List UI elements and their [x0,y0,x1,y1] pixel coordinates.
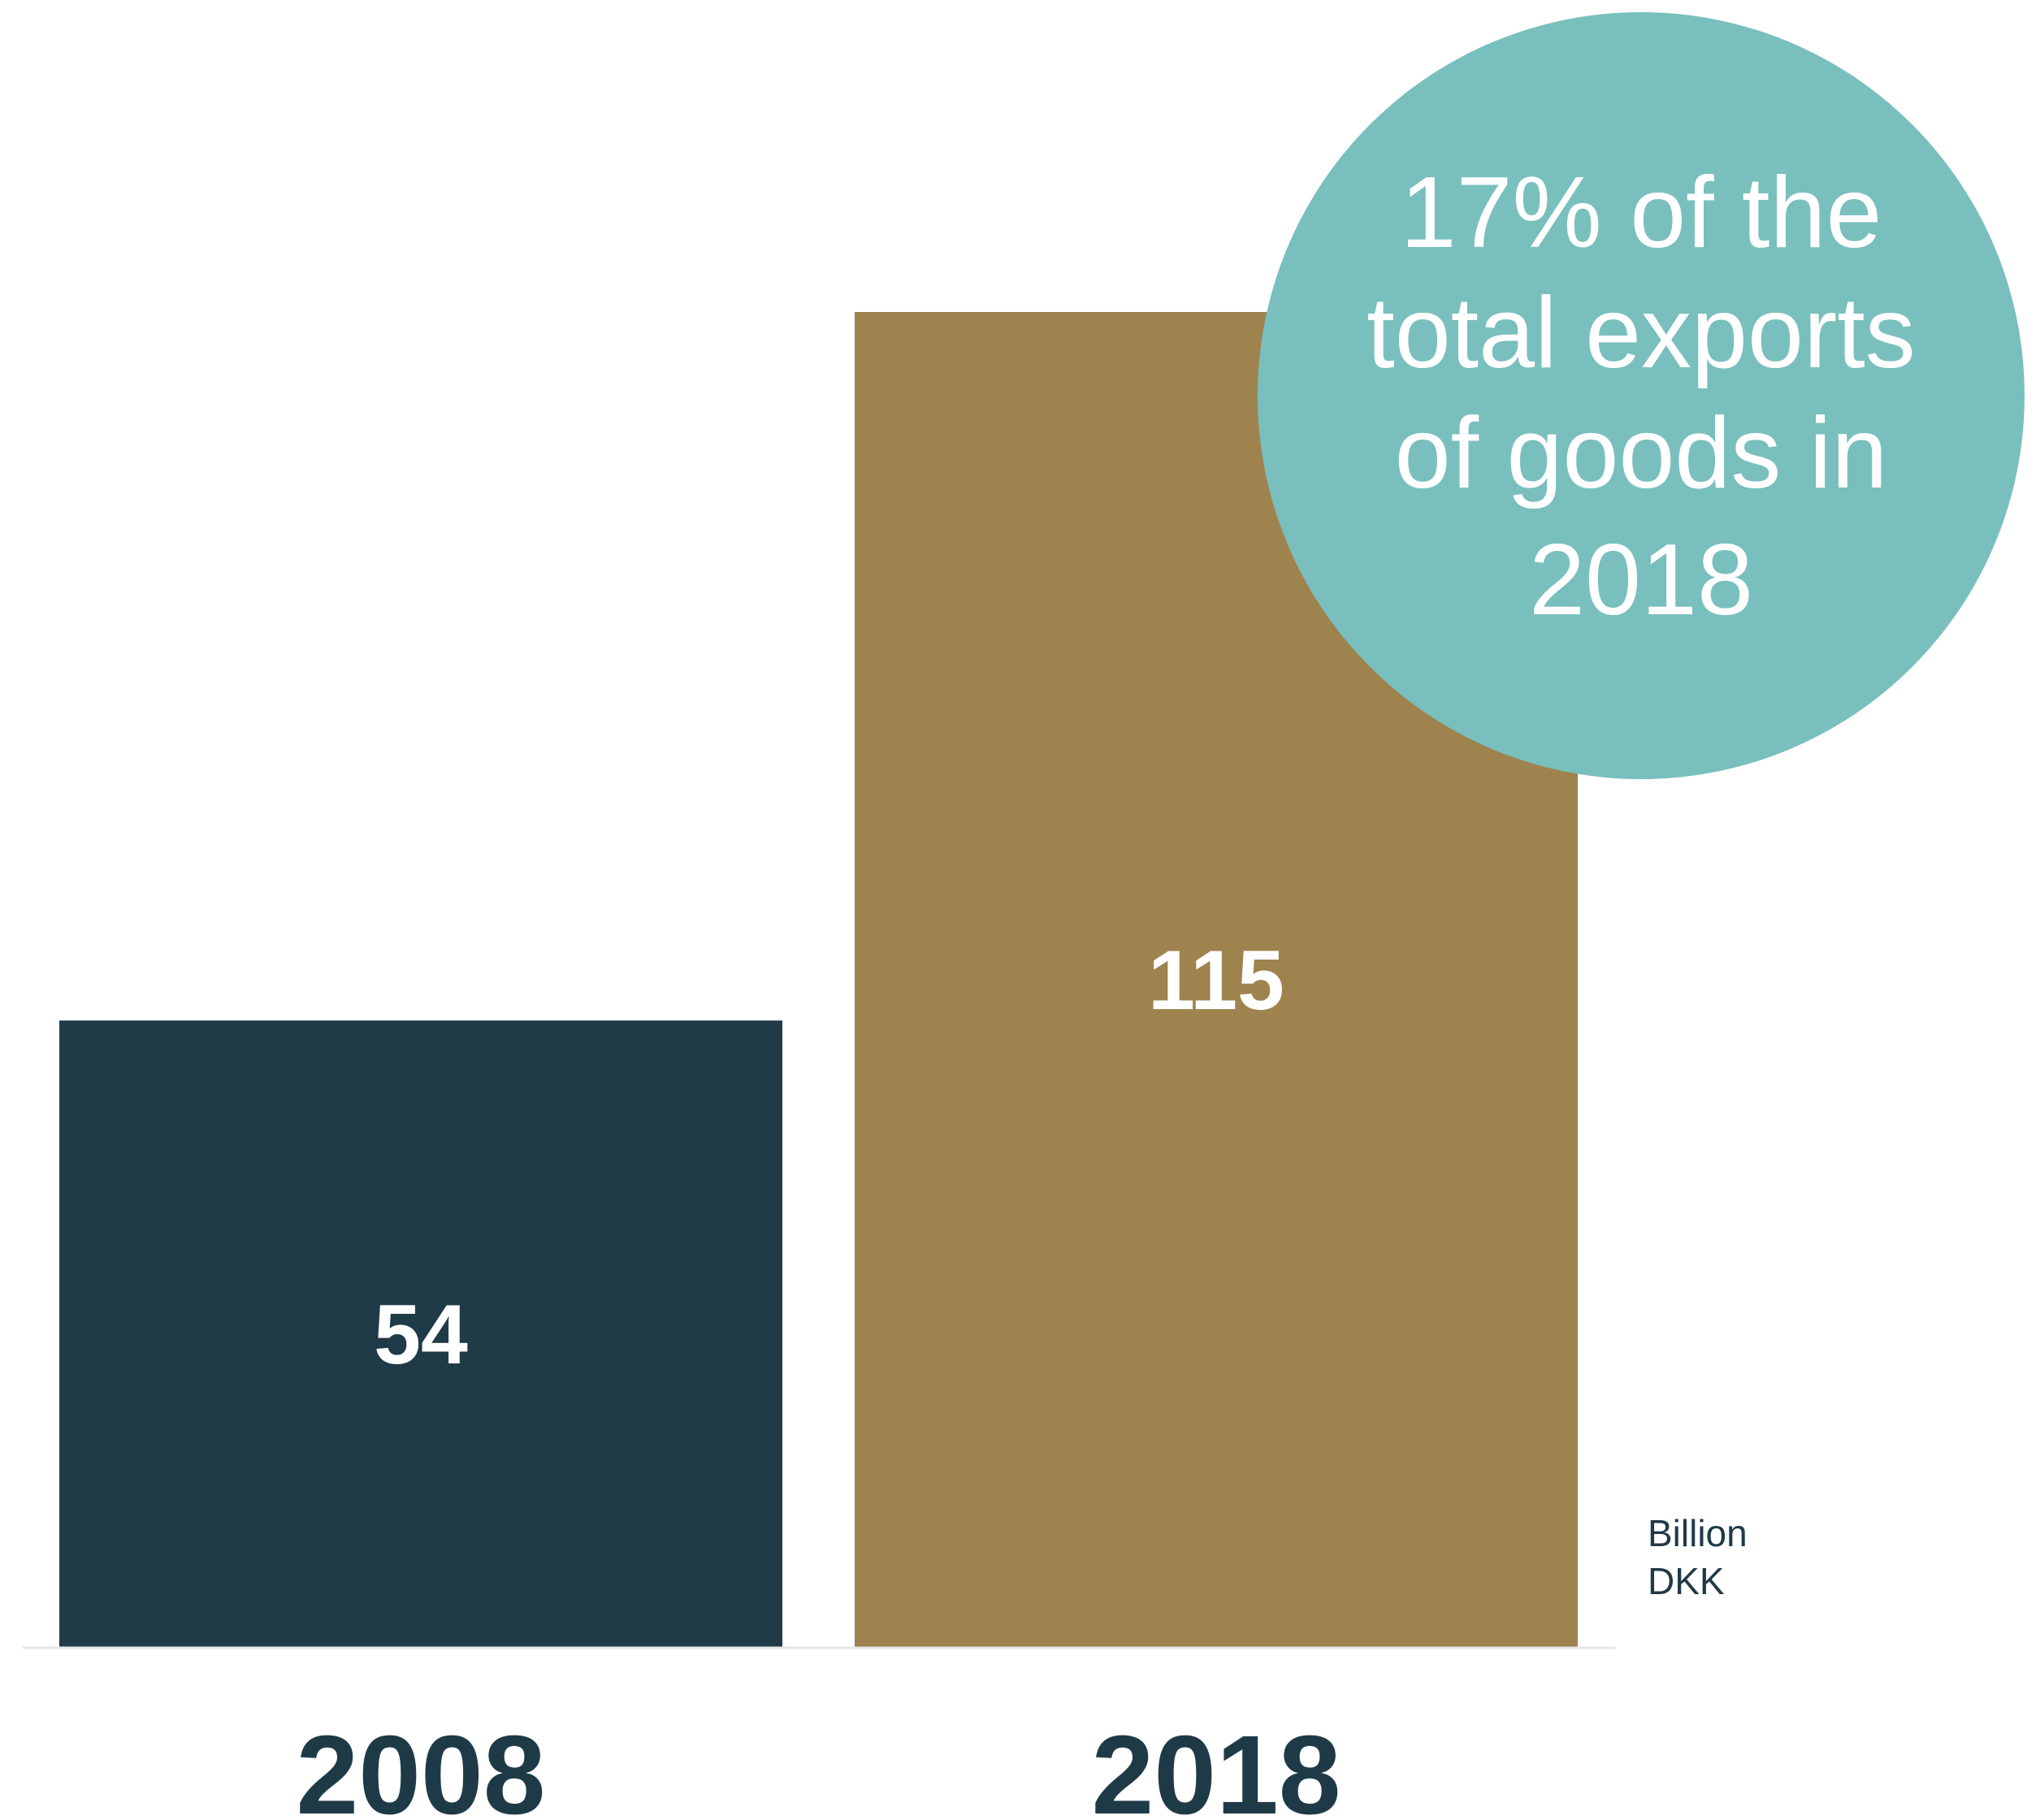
annotation-line-2: total exports [1366,277,1915,389]
annotation-line-4: 2018 [1529,524,1753,636]
bar-value-labels: 54 115 [374,934,1284,1382]
category-labels: 2008 2018 [297,1713,1341,1820]
unit-label: Billion DKK [1648,1512,1748,1602]
unit-label-line-1: Billion [1648,1512,1748,1554]
annotation-line-1: 17% of the [1401,157,1882,269]
unit-label-line-2: DKK [1648,1560,1725,1602]
bar-value-label-2008: 54 [374,1288,468,1382]
bar-value-label-2018: 115 [1148,934,1284,1028]
bar-2008 [59,1020,782,1648]
category-label-2008: 2008 [297,1713,546,1820]
annotation-bubble: 17% of the total exports of goods in 201… [1258,12,2025,779]
annotation-circle [1258,12,2025,779]
annotation-line-3: of goods in [1395,397,1888,509]
category-label-2018: 2018 [1092,1713,1341,1820]
